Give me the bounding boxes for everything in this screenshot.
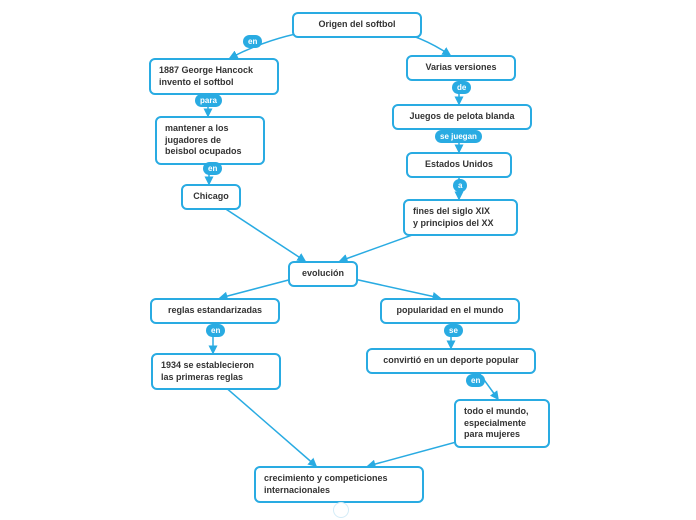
- node-mantener: mantener a losjugadores debeisbol ocupad…: [155, 116, 265, 165]
- edge-label-en2: en: [203, 162, 222, 175]
- watermark-icon: [333, 502, 349, 518]
- node-varias: Varias versiones: [406, 55, 516, 81]
- node-n1934: 1934 se establecieronlas primeras reglas: [151, 353, 281, 390]
- edge-label-en4: en: [466, 374, 485, 387]
- node-evol: evolución: [288, 261, 358, 287]
- edge-label-en1: en: [243, 35, 262, 48]
- node-fines: fines del siglo XIXy principios del XX: [403, 199, 518, 236]
- edge-label-para: para: [195, 94, 222, 107]
- node-todo: todo el mundo,especialmentepara mujeres: [454, 399, 550, 448]
- edge-label-en3: en: [206, 324, 225, 337]
- node-origen: Origen del softbol: [292, 12, 422, 38]
- node-chicago: Chicago: [181, 184, 241, 210]
- node-n1887: 1887 George Hancockinvento el softbol: [149, 58, 279, 95]
- node-reglas: reglas estandarizadas: [150, 298, 280, 324]
- node-estados: Estados Unidos: [406, 152, 512, 178]
- node-conv: convirtió en un deporte popular: [366, 348, 536, 374]
- edge-label-sejue: se juegan: [435, 130, 482, 143]
- node-pop: popularidad en el mundo: [380, 298, 520, 324]
- node-crec: crecimiento y competicionesinternacional…: [254, 466, 424, 503]
- edge-label-de: de: [452, 81, 471, 94]
- edge-label-se: se: [444, 324, 463, 337]
- node-juegos: Juegos de pelota blanda: [392, 104, 532, 130]
- edge-label-a: a: [453, 179, 467, 192]
